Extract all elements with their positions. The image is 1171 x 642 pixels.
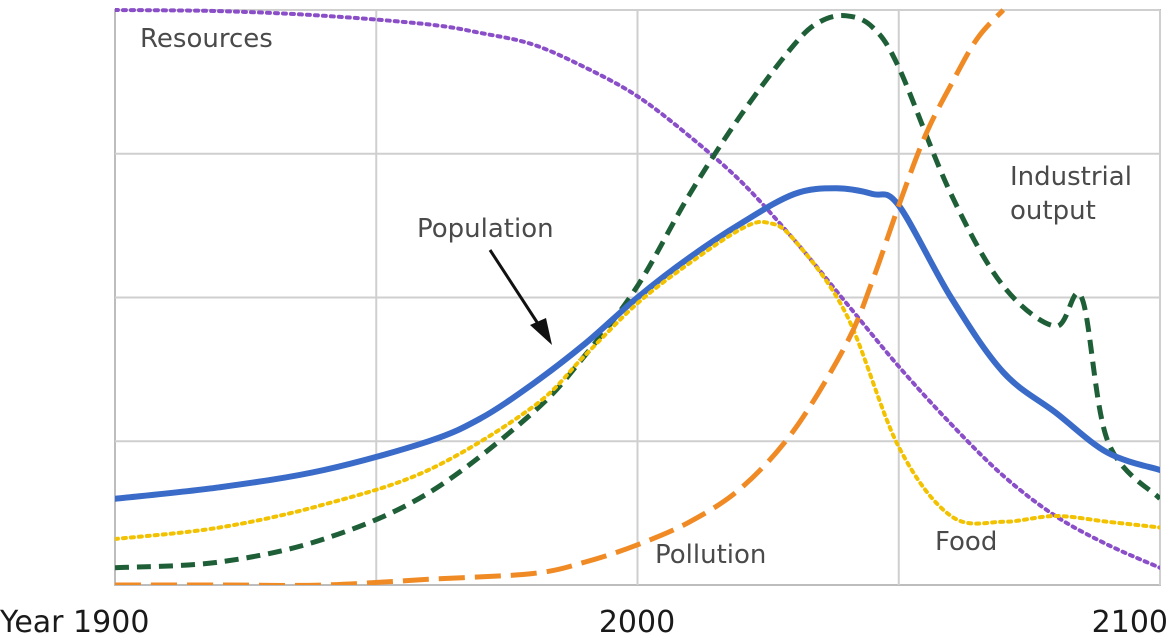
industrial-output-label-line1: Industrial (1010, 162, 1132, 192)
series-line-population (115, 185, 1160, 502)
series-labels: Resources Industrial output Population F… (140, 24, 1132, 570)
food-label: Food (935, 527, 997, 557)
series-line-pollution (115, 8, 1006, 585)
industrial-output-label-line2: output (1010, 196, 1096, 226)
pollution-label: Pollution (655, 540, 766, 570)
x-tick-label-1900: Year 1900 (0, 605, 149, 640)
x-axis-ticks: Year 1900 2000 2100 (0, 605, 1168, 640)
x-tick-label-2100: 2100 (1092, 605, 1168, 640)
resources-label: Resources (140, 24, 273, 54)
x-tick-label-2000: 2000 (599, 605, 675, 640)
series-lines (115, 8, 1160, 585)
population-label: Population (417, 214, 554, 244)
series-line-food (115, 219, 1160, 541)
series-line-resources (115, 8, 1160, 570)
population-arrow (488, 249, 552, 345)
